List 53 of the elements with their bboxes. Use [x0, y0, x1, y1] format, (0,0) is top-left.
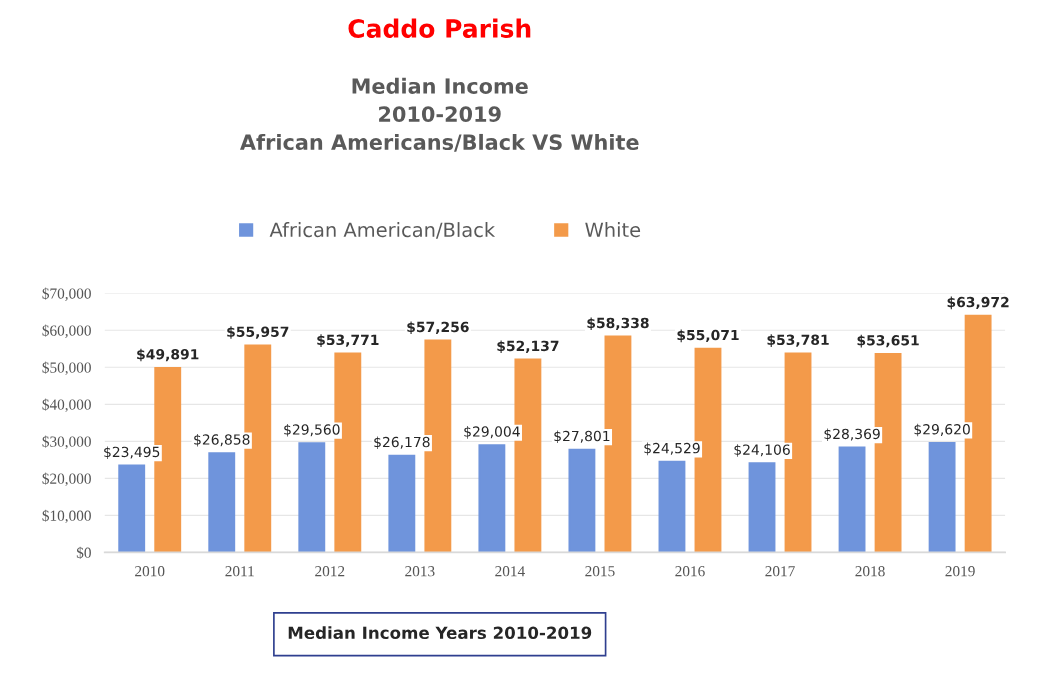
y-tick-label: $10,000	[42, 509, 91, 524]
x-tick-label: 2014	[495, 566, 525, 577]
bar	[118, 464, 146, 553]
data-label: $58,338	[587, 317, 649, 331]
data-label: $53,651	[857, 334, 919, 348]
chart-title: Caddo Parish	[348, 18, 531, 38]
data-label: $26,858	[194, 433, 250, 447]
x-tick-label: 2012	[315, 566, 345, 577]
data-label: $55,957	[227, 326, 289, 339]
bar	[568, 448, 596, 553]
x-tick-label: 2015	[585, 566, 615, 577]
bar	[388, 454, 416, 553]
data-label: $63,972	[947, 296, 1009, 310]
data-label: $26,178	[374, 436, 430, 450]
data-label: $29,560	[284, 423, 340, 437]
x-tick-label: 2010	[135, 566, 165, 577]
data-label: $29,620	[914, 423, 970, 437]
data-label: $27,801	[554, 430, 610, 444]
y-tick-label: $50,000	[42, 361, 91, 375]
y-tick-label: $0	[76, 546, 91, 559]
y-tick-label: $40,000	[42, 398, 91, 412]
data-label: $24,529	[644, 442, 700, 456]
bar	[928, 441, 956, 553]
x-axis-title: Median Income Years 2010-2019	[288, 626, 592, 640]
data-label: $53,781	[767, 334, 829, 347]
bar	[838, 446, 866, 553]
chart-subtitle: Median Income 2010-2019 African Americans/Black VS White	[240, 77, 639, 152]
x-tick-label: 2011	[225, 566, 254, 577]
y-tick-label: $20,000	[42, 472, 91, 487]
bar	[478, 444, 506, 553]
data-label: $28,369	[824, 428, 880, 441]
bar	[658, 460, 686, 553]
x-tick-label: 2016	[675, 566, 705, 577]
bar	[298, 442, 326, 553]
data-label: $57,256	[407, 321, 469, 335]
x-tick-label: 2018	[855, 566, 885, 577]
data-label: $23,495	[104, 446, 160, 460]
bar	[208, 452, 236, 553]
data-label: $24,106	[734, 444, 790, 457]
data-label: $52,137	[497, 340, 559, 353]
y-tick-label: $70,000	[42, 287, 91, 301]
x-tick-label: 2017	[765, 566, 795, 577]
data-label: $49,891	[137, 348, 199, 362]
data-label: $29,004	[464, 426, 520, 439]
y-tick-label: $30,000	[42, 435, 91, 449]
legend-label: White	[585, 222, 641, 238]
x-tick-label: 2019	[945, 566, 975, 577]
x-tick-label: 2013	[405, 566, 435, 577]
data-label: $53,771	[317, 334, 379, 347]
y-tick-label: $60,000	[42, 324, 91, 338]
legend-label: African American/Black	[269, 222, 496, 239]
data-label: $55,071	[677, 329, 739, 343]
bar	[748, 462, 776, 553]
